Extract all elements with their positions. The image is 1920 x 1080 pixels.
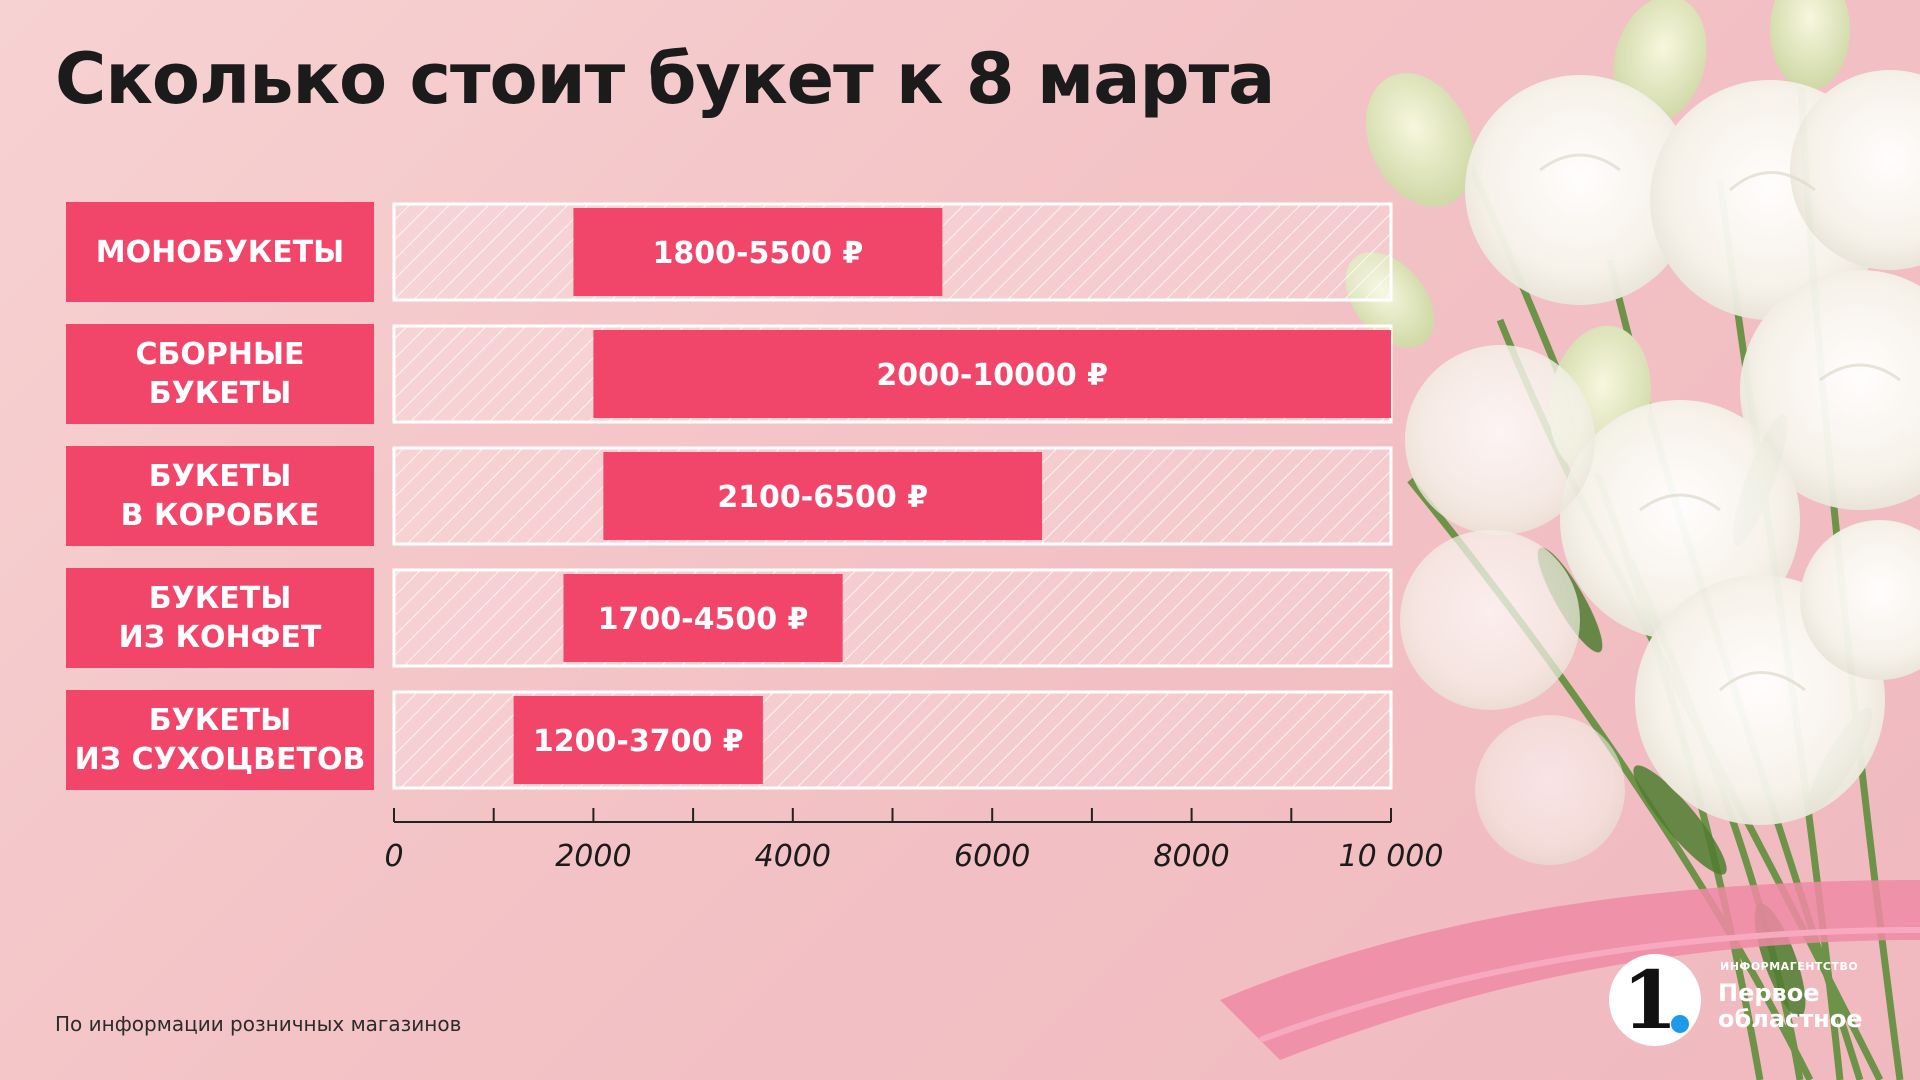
chart-title: Сколько стоит букет к 8 марта bbox=[55, 38, 1275, 120]
bar-data-label: 2000-10000 ₽ bbox=[876, 358, 1108, 393]
bar-track bbox=[392, 568, 1393, 668]
x-tick-label: 4000 bbox=[755, 839, 831, 874]
x-tick-label: 10 000 bbox=[1339, 839, 1444, 874]
brand-logo-block: 1 ИНФОРМАГЕНТСТВО Первое областное bbox=[1600, 950, 1900, 1050]
footnote: По информации розничных магазинов bbox=[55, 1012, 462, 1036]
brand-tagline: ИНФОРМАГЕНТСТВО bbox=[1720, 960, 1859, 973]
x-tick-label: 6000 bbox=[954, 839, 1030, 874]
flowers-decoration bbox=[1220, 0, 1920, 1080]
category-label: МОНОБУКЕТЫ bbox=[66, 202, 374, 302]
bars bbox=[513, 208, 1391, 784]
brand-logo-digit: 1 bbox=[1622, 953, 1678, 1047]
brand-logo-dot bbox=[1671, 1015, 1689, 1033]
category-label: СБОРНЫЕ БУКЕТЫ bbox=[66, 324, 374, 424]
bar-data-label: 2100-6500 ₽ bbox=[717, 480, 928, 515]
x-tick-label: 2000 bbox=[555, 839, 631, 874]
x-tick-label: 0 bbox=[384, 839, 403, 874]
bar-data-label: 1700-4500 ₽ bbox=[598, 602, 809, 637]
range-bar bbox=[573, 208, 943, 296]
range-bar bbox=[513, 696, 763, 784]
x-axis: 0 2000 4000 6000 8000 10 000 bbox=[384, 808, 1443, 874]
bar-data-label: 1200-3700 ₽ bbox=[533, 724, 744, 759]
category-label: БУКЕТЫ ИЗ СУХОЦВЕТОВ bbox=[66, 690, 374, 790]
x-tick-label: 8000 bbox=[1153, 839, 1229, 874]
bar-data-labels: 1800-5500 ₽ 2000-10000 ₽ 2100-6500 ₽ 1700-4… bbox=[533, 236, 1108, 759]
bar-data-label: 1800-5500 ₽ bbox=[653, 236, 864, 271]
category-label: БУКЕТЫ В КОРОБКЕ bbox=[66, 446, 374, 546]
range-bar bbox=[563, 574, 843, 662]
range-bar bbox=[603, 452, 1043, 540]
category-label: БУКЕТЫ ИЗ КОНФЕТ bbox=[66, 568, 374, 668]
range-bar bbox=[593, 330, 1391, 418]
brand-name: Первое областное bbox=[1718, 979, 1863, 1033]
brand-logo-icon: 1 bbox=[1609, 953, 1701, 1047]
